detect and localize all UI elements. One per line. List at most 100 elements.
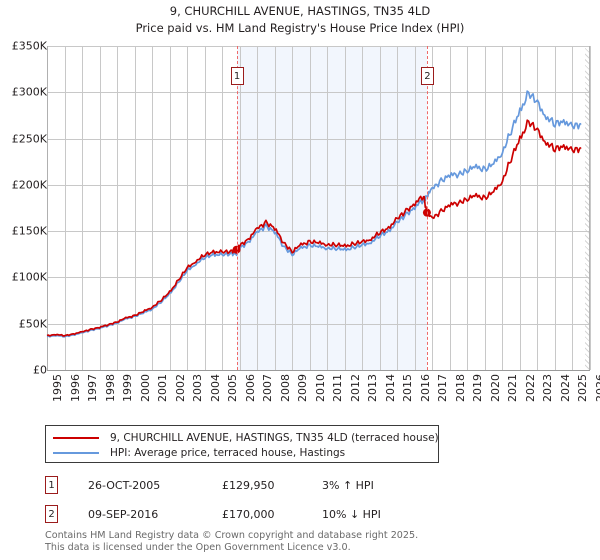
- x-axis-tick-label: 2001: [156, 374, 170, 402]
- x-axis-tick-label: 2010: [313, 374, 327, 402]
- y-axis-tick-label: £200K: [11, 178, 47, 192]
- legend-row-property: 9, CHURCHILL AVENUE, HASTINGS, TN35 4LD …: [46, 430, 439, 445]
- sale-badge-2: 2: [45, 505, 58, 523]
- sale-price-2: £170,000: [222, 508, 275, 521]
- gridline-horizontal: [47, 138, 590, 140]
- gridline-vertical: [187, 46, 189, 370]
- sale-row-2: 2 09-SEP-2016 £170,000 10% ↓ HPI: [45, 505, 465, 525]
- sale-row-1: 1 26-OCT-2005 £129,950 3% ↑ HPI: [45, 476, 465, 496]
- gridline-vertical: [449, 46, 451, 370]
- series-lines: [46, 90, 582, 338]
- x-axis-tick-label: 2008: [278, 374, 292, 402]
- gridline-vertical: [344, 46, 346, 370]
- legend-row-hpi: HPI: Average price, terraced house, Hast…: [46, 445, 438, 460]
- x-axis-baseline: [47, 370, 590, 371]
- property-price-line: [46, 119, 582, 337]
- event-line-2: [426, 46, 428, 370]
- price-history-chart: [46, 46, 591, 371]
- event-box-1[interactable]: 1: [230, 67, 244, 85]
- gridline-vertical: [152, 46, 154, 370]
- gridline-vertical: [134, 46, 136, 370]
- sale-price-1: £129,950: [222, 479, 275, 492]
- event-box-2[interactable]: 2: [420, 67, 434, 85]
- x-axis-tick-label: 2007: [261, 374, 275, 402]
- y-axis-tick-label: £250K: [11, 132, 47, 146]
- gridline-vertical: [432, 46, 434, 370]
- gridline-horizontal: [47, 46, 590, 47]
- gridline-horizontal: [47, 323, 590, 325]
- gridline-vertical: [222, 46, 224, 370]
- gridline-vertical: [117, 46, 119, 370]
- gridline-horizontal: [47, 277, 590, 279]
- x-axis-tick-label: 2023: [541, 374, 555, 402]
- x-axis-tick-label: 2009: [296, 374, 310, 402]
- sale-delta-2: 10% ↓ HPI: [322, 508, 381, 521]
- y-axis-tick-label: £350K: [11, 39, 47, 53]
- sale-date-2: 09-SEP-2016: [88, 508, 159, 521]
- x-axis-tick-label: 2021: [506, 374, 520, 402]
- future-hatched-zone: [585, 46, 590, 370]
- sale-badge-1: 1: [45, 476, 58, 494]
- y-axis-tick-label: £0: [33, 363, 47, 377]
- gridline-vertical: [590, 46, 591, 370]
- sale-point-marker-2[interactable]: [422, 208, 431, 217]
- x-axis-tick-label: 2025: [576, 374, 590, 402]
- x-axis-tick-label: 2017: [436, 374, 450, 402]
- x-axis-tick-label: 2022: [523, 374, 537, 402]
- x-axis-tick-label: 2019: [471, 374, 485, 402]
- gridline-vertical: [204, 46, 206, 370]
- y-axis-tick-label: £300K: [11, 85, 47, 99]
- y-axis-tick-label: £100K: [11, 270, 47, 284]
- legend-swatch-hpi: [53, 451, 99, 454]
- gridline-vertical: [292, 46, 294, 370]
- gridline-vertical: [502, 46, 504, 370]
- x-axis-tick-label: 2018: [453, 374, 467, 402]
- x-axis-tick-label: 2014: [383, 374, 397, 402]
- x-axis-tick-label: 2003: [191, 374, 205, 402]
- x-axis-tick-label: 2026: [594, 374, 600, 402]
- gridline-horizontal: [47, 231, 590, 233]
- x-axis-tick-label: 2004: [208, 374, 222, 402]
- x-axis-tick-label: 2005: [226, 374, 240, 402]
- footer-line-2: This data is licensed under the Open Gov…: [45, 541, 351, 553]
- gridline-vertical: [82, 46, 84, 370]
- sale-delta-1: 3% ↑ HPI: [322, 479, 374, 492]
- x-axis-tick-label: 2013: [366, 374, 380, 402]
- sale-date-1: 26-OCT-2005: [88, 479, 161, 492]
- x-axis-tick-label: 1997: [86, 374, 100, 402]
- gridline-vertical: [467, 46, 469, 370]
- gridline-vertical: [572, 46, 574, 370]
- gridline-vertical: [169, 46, 171, 370]
- attribution-footer: Contains HM Land Registry data © Crown c…: [45, 530, 585, 553]
- gridline-vertical: [64, 46, 66, 370]
- page-title: 9, CHURCHILL AVENUE, HASTINGS, TN35 4LD …: [0, 3, 600, 37]
- plot-right-border: [589, 46, 590, 370]
- x-axis-tick-label: 1995: [51, 374, 64, 402]
- gridline-vertical: [537, 46, 539, 370]
- legend-swatch-property: [53, 436, 99, 439]
- hpi-line: [46, 90, 582, 338]
- y-axis-tick-label: £50K: [18, 317, 47, 331]
- x-axis-tick-label: 1998: [103, 374, 117, 402]
- x-axis-tick-label: 2024: [558, 374, 572, 402]
- ownership-period-band: [236, 46, 427, 370]
- gridline-vertical: [99, 46, 101, 370]
- x-axis-tick-label: 2020: [488, 374, 502, 402]
- title-line-2: Price paid vs. HM Land Registry's House …: [135, 21, 465, 35]
- x-axis-tick-label: 2002: [173, 374, 187, 402]
- y-axis-tick-label: £150K: [11, 224, 47, 238]
- gridline-horizontal: [47, 184, 590, 186]
- gridline-vertical: [327, 46, 329, 370]
- footer-line-1: Contains HM Land Registry data © Crown c…: [45, 530, 419, 541]
- x-axis-tick-label: 1996: [68, 374, 82, 402]
- gridline-vertical: [484, 46, 486, 370]
- gridline-vertical: [397, 46, 399, 370]
- x-axis-tick-label: 2015: [401, 374, 415, 402]
- x-axis-tick-label: 2016: [418, 374, 432, 402]
- gridline-vertical: [519, 46, 521, 370]
- x-axis-tick-label: 1999: [121, 374, 135, 402]
- legend-label-hpi: HPI: Average price, terraced house, Hast…: [110, 446, 346, 459]
- gridline-vertical: [257, 46, 259, 370]
- gridline-vertical: [239, 46, 241, 370]
- gridline-horizontal: [47, 92, 590, 94]
